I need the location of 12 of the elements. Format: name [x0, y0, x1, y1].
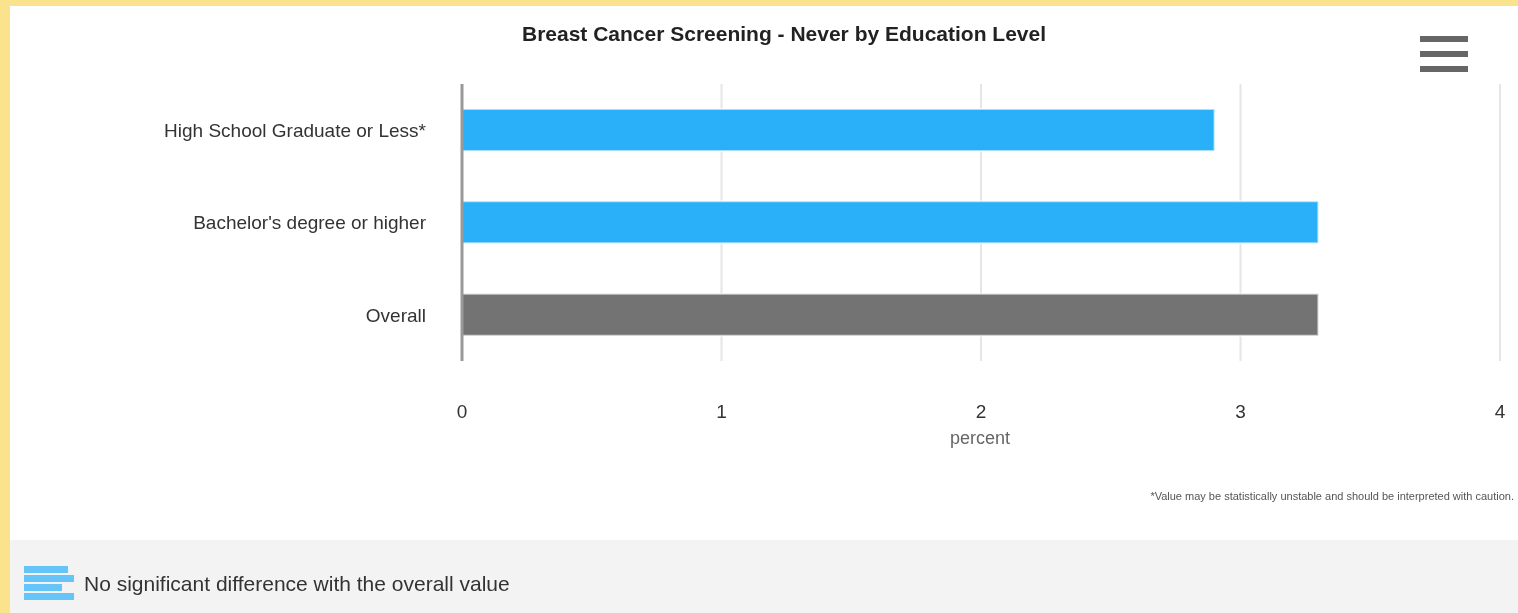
x-tick-label: 1	[716, 401, 727, 423]
text: *Value may be statistically unstable and should be interpreted with caution.	[1150, 490, 1514, 502]
y-tick-label: Overall	[365, 304, 426, 326]
chart-title: Breast Cancer Screening - Never by Education Level	[521, 22, 1047, 46]
x-tick-label: 4	[1494, 401, 1506, 423]
y-tick-label: High School Graduate or Less*	[164, 119, 427, 141]
x-tick-label: 3	[1235, 401, 1246, 423]
x-tick-label: 2	[975, 401, 987, 423]
y-tick-label: Bachelor's degree or higher	[193, 212, 427, 234]
x-tick-label: 0	[456, 401, 468, 423]
text: No significant difference with the overall value	[84, 572, 510, 596]
x-axis-title: percent	[948, 428, 1011, 449]
